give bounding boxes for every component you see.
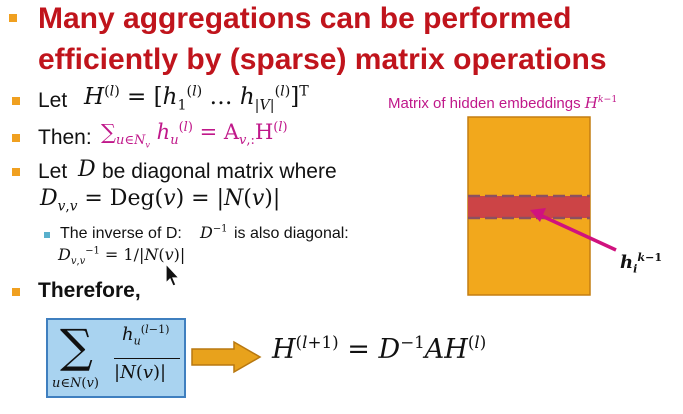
inverse-formula: Dv,v−1 = 1/|N(v)| [58, 245, 186, 268]
highlighted-row [468, 196, 590, 218]
degree-formula: Dv,v = Deg(v) = |N(v)| [40, 186, 281, 215]
aggregation-formula-box: ∑ u∈N(v) hu(l−1) |N(v)| [46, 318, 186, 398]
title-bullet [9, 14, 17, 22]
bullet-3-symbol-d: D [78, 157, 96, 182]
bullet-1-label: Let [38, 89, 68, 112]
sub-bullet-tail: is also diagonal: [234, 225, 349, 242]
sub-bullet-label: The inverse of D: [60, 225, 182, 242]
fraction-numerator: hu(l−1) [122, 323, 170, 348]
bullet-4-marker [12, 288, 20, 296]
matrix-caption: Matrix of hidden embeddings Hk−1 [388, 94, 618, 112]
result-formula: H(l+1) = D−1AH(l) [272, 332, 487, 365]
sub-bullet-marker [44, 232, 50, 238]
sum-index: u∈N(v) [52, 376, 99, 391]
slide-title-line-2: efficiently by (sparse) matrix operation… [38, 43, 607, 76]
fraction-denominator: |N(v)| [114, 362, 167, 383]
slide-title-line-1: Many aggregations can be performed [38, 2, 572, 35]
fraction-bar [114, 358, 180, 359]
bullet-1-formula: H(l) = [h1(l) … h|V|(l)]T [84, 83, 309, 114]
bullet-3-label-b: be diagonal matrix where [102, 160, 337, 183]
matrix-figure [467, 116, 617, 296]
bullet-2-marker [12, 134, 20, 142]
bullet-1-marker [12, 97, 20, 105]
pointer-arrow [541, 214, 617, 252]
bullet-3-label-a: Let [38, 160, 68, 183]
pointer-arrowhead [530, 208, 546, 222]
bullet-4-label: Therefore, [38, 279, 141, 302]
bullet-3-marker [12, 168, 20, 176]
row-label: hik−1 [620, 251, 663, 276]
bullet-2-label: Then: [38, 126, 92, 149]
bullet-2-formula: ∑u∈Nv hu(l) = Av,:H(l) [101, 120, 288, 150]
sub-bullet-symbol: D−1 [200, 223, 228, 242]
implies-arrow-icon [191, 340, 262, 374]
mouse-cursor-icon [165, 262, 181, 287]
sum-symbol: ∑ [60, 319, 93, 373]
